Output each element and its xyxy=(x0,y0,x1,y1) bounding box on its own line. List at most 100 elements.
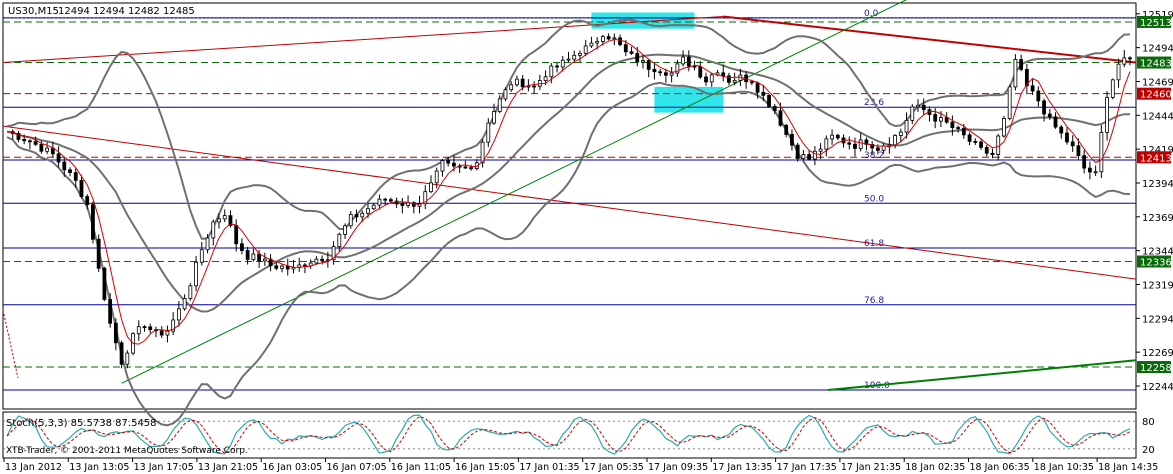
candle-body xyxy=(578,53,582,56)
candle-body xyxy=(348,214,353,227)
price-label-box xyxy=(1137,255,1171,268)
candle xyxy=(79,175,84,199)
price-tick-label: 12394 xyxy=(1142,179,1173,190)
candle xyxy=(990,148,995,159)
time-tick-label: 13 Jan 17:05 xyxy=(134,462,194,473)
candle-body xyxy=(39,143,44,152)
candle xyxy=(39,140,44,154)
candle xyxy=(767,93,771,108)
candle xyxy=(807,149,812,161)
candle-body xyxy=(1065,132,1069,143)
candle-body xyxy=(830,134,834,140)
candle-body xyxy=(176,308,181,321)
price-tick-label: 12519 xyxy=(1142,10,1173,21)
candle-body xyxy=(807,154,812,160)
candle-body xyxy=(939,117,943,122)
candle-body xyxy=(377,198,382,206)
candle-body xyxy=(904,119,909,133)
fibonacci-levels: 0.023.638.250.061.876.8100.0 xyxy=(3,9,1136,391)
candle-body xyxy=(1076,145,1081,157)
candle-body xyxy=(16,133,21,140)
candle xyxy=(910,104,915,125)
candle-body xyxy=(967,134,972,142)
candle-body xyxy=(1105,96,1109,133)
candle-body xyxy=(245,250,250,260)
price-label-12460: 12460 xyxy=(1140,90,1172,101)
candle-body xyxy=(497,98,502,112)
candle xyxy=(583,39,588,57)
candle xyxy=(790,129,794,151)
candle-body xyxy=(721,72,726,77)
candle xyxy=(956,125,961,133)
candle-body xyxy=(142,326,147,329)
price-tick-label: 12469 xyxy=(1142,77,1173,88)
candle xyxy=(348,211,353,229)
candle xyxy=(423,185,428,210)
trend-line-left-dotted xyxy=(2,310,19,378)
candle xyxy=(830,129,834,146)
candle-body xyxy=(549,65,554,78)
candle-body xyxy=(79,179,84,197)
candle-body xyxy=(360,212,365,218)
trend-line-resistance-red xyxy=(723,15,1137,64)
candle-body xyxy=(102,267,107,300)
candle-body xyxy=(824,138,829,150)
candle xyxy=(887,137,892,154)
candle-body xyxy=(600,36,605,42)
candle xyxy=(784,123,789,138)
candle-body xyxy=(532,85,537,88)
candle-body xyxy=(812,150,817,160)
candle xyxy=(434,167,439,189)
candle-body xyxy=(73,172,78,181)
candle-body xyxy=(956,127,961,129)
candle xyxy=(967,132,972,146)
candle-body xyxy=(56,153,61,163)
candle-body xyxy=(314,258,319,264)
candle-body xyxy=(704,76,708,83)
candle xyxy=(795,142,800,162)
candle-body xyxy=(91,204,95,240)
price-label-12413: 12413 xyxy=(1140,153,1172,164)
candle-body xyxy=(228,215,233,226)
candle-body xyxy=(423,191,428,205)
candle-body xyxy=(973,140,978,143)
candle xyxy=(1110,78,1115,100)
candle-body xyxy=(1007,86,1012,119)
candle-body xyxy=(646,60,651,70)
candle-body xyxy=(881,145,886,151)
candle xyxy=(1116,58,1121,88)
candle-body xyxy=(96,238,101,269)
time-tick-label: 16 Jan 07:05 xyxy=(327,462,387,473)
time-tick-label: 18 Jan 14:35 xyxy=(1098,462,1158,473)
candle xyxy=(446,156,451,167)
candle-body xyxy=(652,68,657,73)
bollinger-upper xyxy=(6,18,1131,240)
price-tick-label: 12344 xyxy=(1142,247,1173,258)
candle xyxy=(176,301,181,327)
candle xyxy=(159,326,164,338)
candle-body xyxy=(727,75,731,83)
candle xyxy=(532,81,537,94)
bollinger-middle xyxy=(6,53,1130,313)
time-tick-label: 17 Jan 13:35 xyxy=(712,462,772,473)
candle-body xyxy=(509,84,514,91)
candle-body xyxy=(165,330,170,336)
price-tick-label: 12444 xyxy=(1142,111,1173,122)
candle xyxy=(388,197,393,204)
candle xyxy=(274,261,279,271)
price-tick-label: 12319 xyxy=(1142,280,1173,291)
candle-body xyxy=(62,161,67,171)
candle xyxy=(268,254,273,272)
candle-body xyxy=(400,203,405,206)
header-ohlc: 12494 12494 12482 12485 xyxy=(58,6,195,17)
candle xyxy=(801,149,806,161)
candle-body xyxy=(217,218,221,223)
candle xyxy=(440,158,445,177)
candle-body xyxy=(113,322,118,344)
candle-body xyxy=(434,170,439,184)
candle-body xyxy=(853,143,857,149)
candle-body xyxy=(383,198,388,201)
fib-label-0.0: 0.0 xyxy=(864,9,879,19)
candle xyxy=(108,293,113,328)
